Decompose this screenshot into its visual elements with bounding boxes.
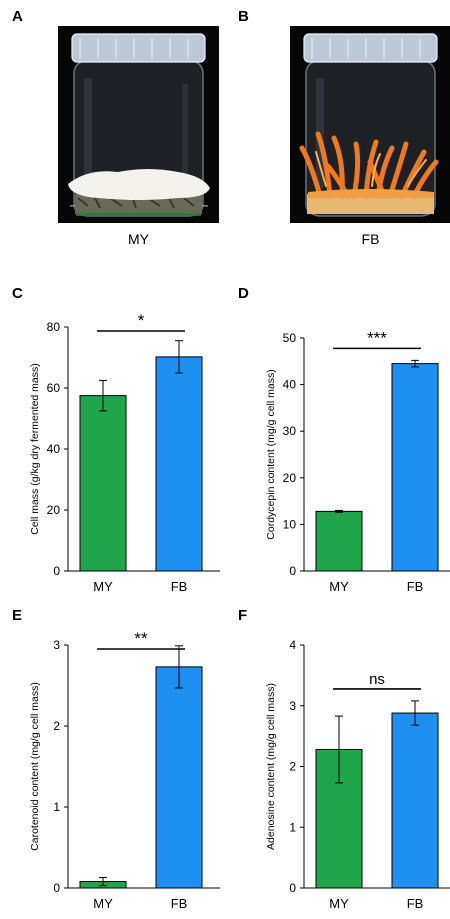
y-tick-label: 3: [53, 638, 60, 652]
y-tick-label: 20: [283, 471, 297, 485]
jar-lid: [71, 33, 206, 63]
significance-label: **: [134, 629, 148, 648]
bar-my: [315, 510, 363, 572]
photo-caption-my: MY: [128, 231, 149, 247]
y-axis-label: Cell mass (g/kg dry fermented mass): [29, 363, 41, 535]
y-tick-label: 4: [289, 638, 296, 652]
panel-letter-a: A: [12, 8, 23, 25]
jar-lid: [303, 33, 438, 63]
white-mycelium: [68, 169, 210, 200]
y-tick-label: 2: [53, 719, 60, 733]
y-tick-label: 3: [289, 699, 296, 713]
category-label-my: MY: [329, 896, 349, 911]
significance-label: *: [138, 311, 145, 330]
bar-fb: [391, 363, 439, 572]
significance-label: ***: [367, 328, 387, 347]
y-tick-label: 40: [47, 442, 61, 456]
y-tick-label: 0: [53, 881, 60, 895]
jar-photo-fruiting-body: [290, 26, 450, 223]
jar-photo-mycelium: [58, 26, 219, 223]
category-label-fb: FB: [407, 896, 424, 911]
y-tick-label: 30: [283, 424, 297, 438]
y-tick-label: 2: [289, 760, 296, 774]
y-tick-label: 0: [289, 881, 296, 895]
y-tick-label: 40: [283, 378, 297, 392]
bar-fb: [391, 712, 439, 889]
category-label-fb: FB: [171, 896, 188, 911]
y-tick-label: 0: [289, 564, 296, 578]
category-label-fb: FB: [171, 579, 188, 594]
panel-letter-e: E: [12, 607, 23, 624]
significance-label: ns: [369, 671, 385, 688]
y-tick-label: 1: [289, 820, 296, 834]
panel-letter-f: F: [238, 607, 248, 624]
y-tick-label: 1: [53, 800, 60, 814]
bar-fb: [155, 666, 203, 889]
panel-letter-d: D: [238, 285, 249, 302]
category-label-fb: FB: [407, 579, 424, 594]
y-tick-label: 60: [47, 381, 61, 395]
y-tick-label: 50: [283, 331, 297, 345]
category-label-my: MY: [93, 896, 113, 911]
jar-mycelium-illustration: [58, 26, 219, 223]
y-axis-label: Carotenoid content (mg/g cell mass): [29, 682, 41, 851]
y-tick-label: 10: [283, 517, 297, 531]
category-label-my: MY: [329, 579, 349, 594]
jar-fruiting-body-illustration: [290, 26, 450, 223]
photo-caption-fb: FB: [361, 231, 380, 247]
y-axis-label: Cordycepin content (mg/g cell mass): [265, 369, 277, 539]
y-tick-label: 20: [47, 503, 61, 517]
bar-fb: [155, 356, 203, 572]
y-tick-label: 80: [47, 320, 61, 334]
category-label-my: MY: [93, 579, 113, 594]
panel-letter-c: C: [12, 285, 23, 302]
y-axis-label: Adenosine content (mg/g cell mass): [265, 683, 277, 850]
y-tick-label: 0: [53, 564, 60, 578]
panel-letter-b: B: [238, 8, 249, 25]
